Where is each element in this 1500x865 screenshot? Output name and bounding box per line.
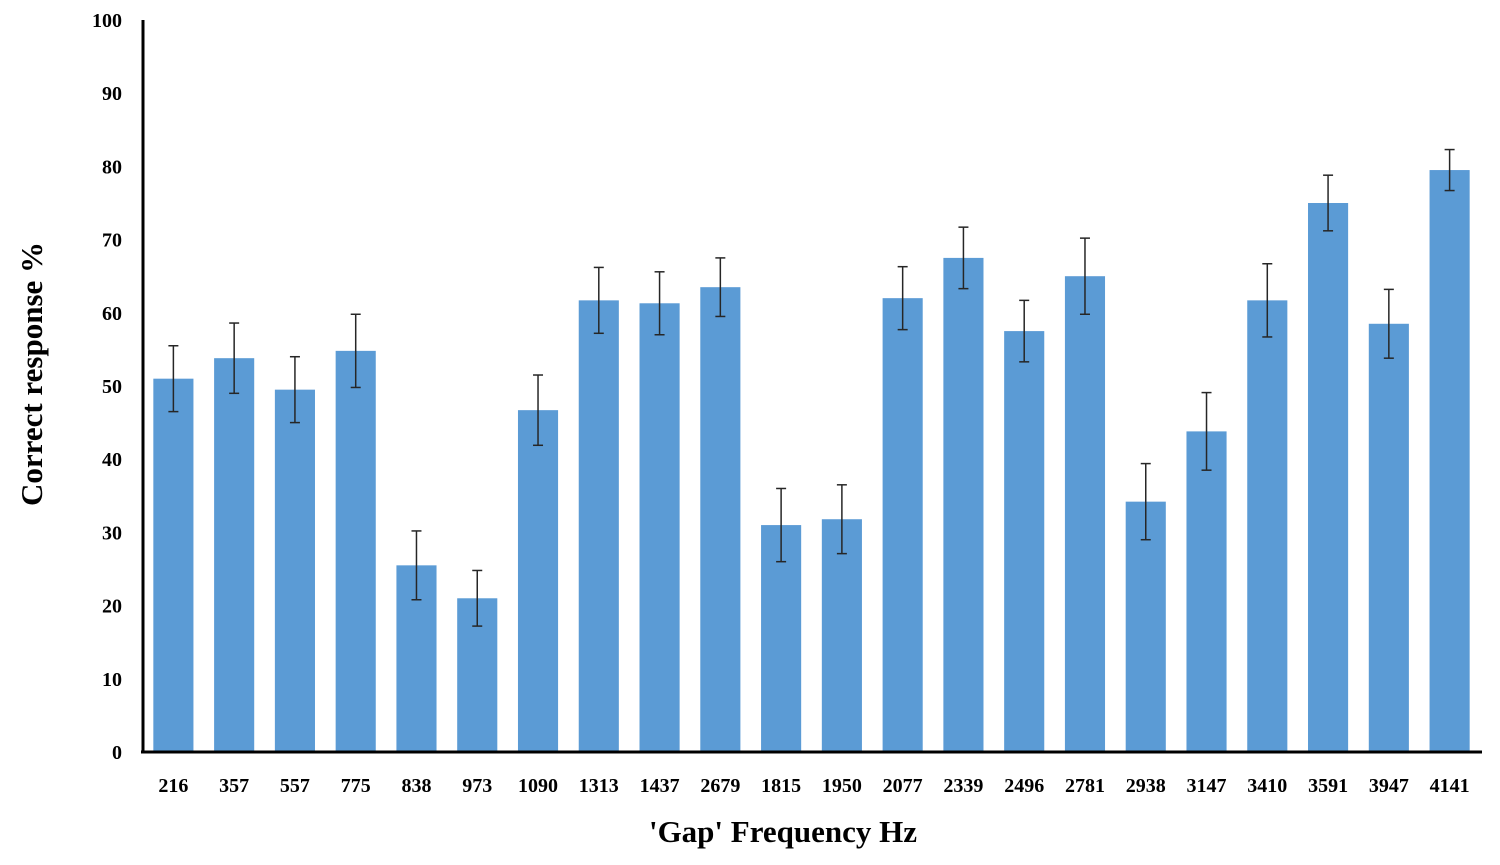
x-tick-label: 557	[280, 775, 310, 797]
y-tick-label: 80	[102, 156, 122, 178]
bar	[639, 303, 680, 752]
x-axis-title: 'Gap' Frequency Hz	[649, 814, 917, 849]
bar	[700, 287, 741, 752]
bar	[578, 300, 619, 752]
y-tick-label: 30	[102, 522, 122, 544]
y-tick-label: 40	[102, 449, 122, 471]
y-tick-label: 20	[102, 596, 122, 618]
x-tick-label: 3591	[1308, 775, 1348, 797]
bar	[1004, 331, 1045, 752]
bar	[1247, 300, 1288, 752]
bar	[821, 519, 862, 752]
x-tick-label: 1437	[640, 775, 680, 797]
bar	[1368, 323, 1409, 752]
bar	[1186, 431, 1227, 752]
bar	[517, 410, 559, 752]
x-tick-label: 4141	[1430, 775, 1470, 797]
x-tick-label: 775	[341, 775, 371, 797]
bar	[1125, 501, 1166, 752]
y-tick-label: 10	[102, 669, 122, 691]
x-tick-label: 2781	[1065, 775, 1105, 797]
y-tick-label: 70	[102, 230, 122, 252]
y-tick-label: 90	[102, 83, 122, 105]
x-tick-label: 2679	[700, 775, 740, 797]
error-bars	[168, 148, 1455, 627]
y-axis-ticks: 0 10 20 30 40 50 60 70 80 90 100	[92, 10, 122, 764]
y-tick-label: 0	[112, 742, 122, 764]
x-tick-label: 3947	[1369, 775, 1409, 797]
bar	[274, 389, 315, 752]
x-tick-label: 216	[158, 775, 188, 797]
x-tick-label: 3147	[1187, 775, 1227, 797]
bar	[1429, 170, 1470, 752]
bar	[335, 350, 376, 752]
x-tick-label: 2938	[1126, 775, 1166, 797]
bar	[882, 298, 923, 752]
y-axis-title: Correct response %	[14, 242, 49, 506]
y-tick-label: 100	[92, 10, 122, 32]
y-tick-label: 50	[102, 376, 122, 398]
bar	[214, 358, 255, 752]
x-axis-ticks: 216 357 557 775 838 973 1090 1313 1437 2679 1815 19…	[158, 775, 1469, 797]
bar	[153, 378, 194, 752]
x-tick-label: 1313	[579, 775, 619, 797]
x-tick-label: 1815	[761, 775, 801, 797]
x-tick-label: 1090	[518, 775, 558, 797]
x-tick-label: 1950	[822, 775, 862, 797]
x-tick-label: 357	[219, 775, 249, 797]
bar	[1064, 276, 1106, 752]
x-tick-label: 3410	[1247, 775, 1287, 797]
bar	[1308, 203, 1349, 752]
x-tick-label: 2339	[943, 775, 983, 797]
bar	[943, 257, 984, 752]
x-tick-label: 838	[401, 775, 431, 797]
x-tick-label: 2077	[883, 775, 923, 797]
x-tick-label: 973	[462, 775, 492, 797]
y-tick-label: 60	[102, 303, 122, 325]
x-tick-label: 2496	[1004, 775, 1044, 797]
bars	[153, 170, 1470, 752]
bar	[761, 525, 802, 752]
